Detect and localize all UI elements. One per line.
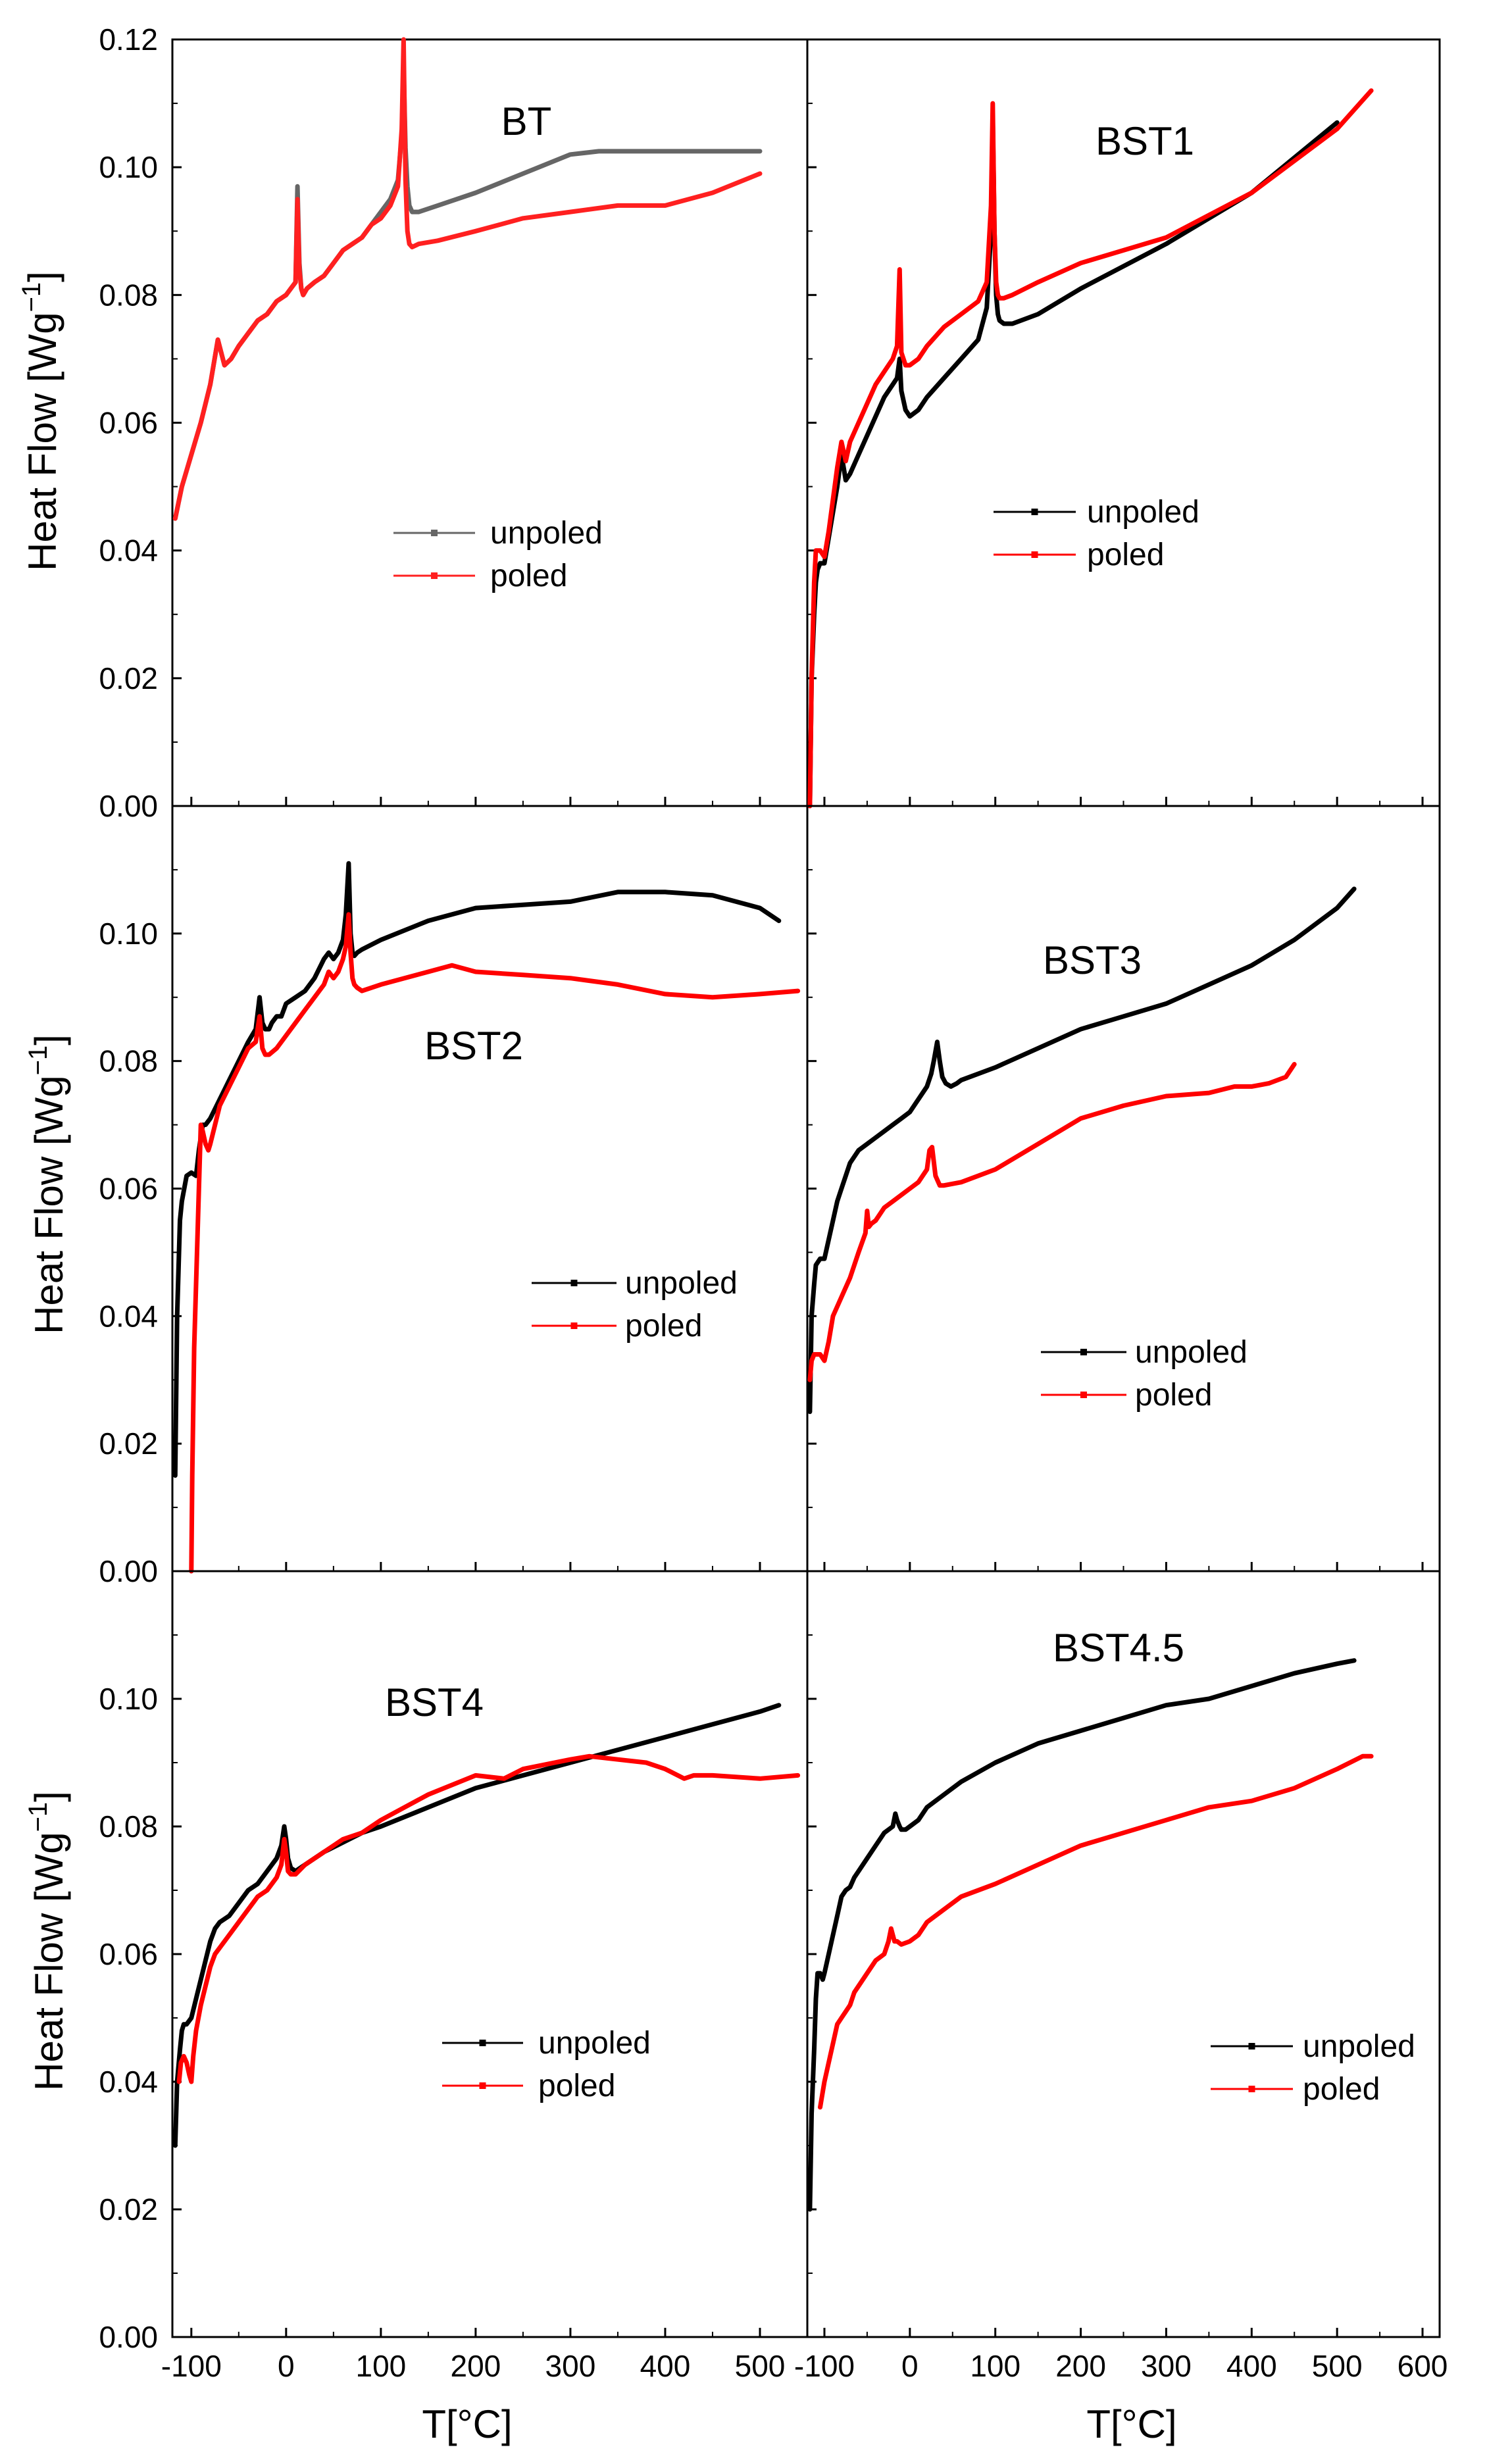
x-tick-label: -100 [161, 2349, 222, 2383]
legend-marker-poled [1031, 551, 1038, 558]
y-tick-label: 0.12 [99, 22, 158, 57]
legend-label-poled: poled [490, 559, 567, 593]
legend-label-poled: poled [625, 1309, 702, 1344]
legend-marker-unpoled [1080, 1349, 1087, 1355]
legend-marker-poled [431, 572, 438, 579]
y-axis-title-top: Heat Flow [Wg−1] [17, 271, 64, 571]
y-tick-label: 0.06 [99, 1172, 158, 1206]
legend-label-poled: poled [1303, 2072, 1380, 2107]
legend-label-unpoled: unpoled [1087, 495, 1199, 530]
legend-marker-unpoled [431, 530, 438, 536]
panel-title: BST1 [1096, 119, 1194, 163]
legend-label-unpoled: unpoled [538, 2026, 651, 2061]
y-tick-label: 0.02 [99, 1426, 158, 1461]
chart-panel-1: 0.00 0.02 0.04 0.06 0.08 0.10 0.12 BT unpoled pol… [99, 22, 809, 823]
panel-title: BST2 [424, 1024, 523, 1068]
y-tick-label: 0.04 [99, 1299, 158, 1333]
panel-title: BST4 [385, 1680, 484, 1724]
x-tick-label: 200 [1055, 2349, 1106, 2383]
x-tick-label: 500 [735, 2349, 786, 2383]
x-axis-title-left: T[°C] [422, 2402, 512, 2446]
x-tick-label: 100 [355, 2349, 406, 2383]
x-tick-label: 600 [1398, 2349, 1448, 2383]
chart-panel-5: 0.00 0.02 0.04 0.06 0.08 0.10 -100 0 100 200 300 40… [99, 1570, 809, 2383]
y-tick-label: 0.08 [99, 1044, 158, 1078]
legend-label-unpoled: unpoled [1135, 1335, 1248, 1370]
y-axis-title-middle: Heat Flow [Wg−1] [24, 1034, 71, 1334]
y-tick-label: 0.08 [99, 278, 158, 312]
x-tick-label: 200 [451, 2349, 501, 2383]
legend-label-poled: poled [1087, 538, 1164, 572]
chart-panel-4: BST3 unpoled poled [806, 805, 1441, 1572]
labels-layer: Heat Flow [Wg−1] Heat Flow [Wg−1] Heat F… [17, 271, 1177, 2446]
legend-marker-poled [570, 1322, 578, 1329]
x-tick-label: 0 [278, 2349, 295, 2383]
legend-marker-unpoled [479, 2040, 486, 2046]
series-line-poled [807, 1062, 1297, 1382]
y-tick-label: 0.08 [99, 1809, 158, 1844]
panel-title: BST3 [1043, 938, 1142, 982]
y-tick-label: 0.10 [99, 1682, 158, 1716]
series-line-poled [807, 88, 1374, 809]
y-tick-label: 0.02 [99, 661, 158, 695]
x-tick-label: 100 [970, 2349, 1021, 2383]
panel-title: BT [501, 99, 552, 143]
x-tick-label: 400 [1226, 2349, 1277, 2383]
series-line-unpoled [807, 1658, 1357, 2212]
legend-label-unpoled: unpoled [490, 516, 603, 551]
legend-label-unpoled: unpoled [1303, 2029, 1415, 2064]
series-line-unpoled [807, 886, 1357, 1415]
legend-label-poled: poled [538, 2069, 615, 2103]
x-axis-title-right: T[°C] [1086, 2402, 1176, 2446]
x-tick-label: -100 [794, 2349, 855, 2383]
series-line-poled [176, 1753, 801, 2084]
y-tick-label: 0.10 [99, 150, 158, 184]
legend-marker-poled [1248, 2086, 1255, 2092]
y-tick-label: 0.10 [99, 917, 158, 951]
series-line-poled [189, 912, 801, 1574]
series-line-poled [172, 37, 763, 521]
series-line-poled [818, 1753, 1374, 2110]
panel-title: BST4.5 [1053, 1626, 1184, 1670]
legend-label-unpoled: unpoled [625, 1266, 738, 1301]
y-tick-label: 0.04 [99, 2065, 158, 2099]
y-tick-label: 0.04 [99, 534, 158, 568]
x-tick-label: 400 [640, 2349, 691, 2383]
x-tick-label: 0 [901, 2349, 919, 2383]
legend-marker-unpoled [1031, 509, 1038, 515]
legend-marker-unpoled [570, 1280, 578, 1286]
y-tick-label: 0.00 [99, 2320, 158, 2354]
y-axis-title-bottom: Heat Flow [Wg−1] [24, 1791, 71, 2091]
chart-panel-6: -100 0 100 200 300 400 500 600 BST4.5 unpoled pole… [794, 1570, 1448, 2383]
chart-panel-3: 0.00 0.02 0.04 0.06 0.08 0.10 BST2 unpoled poled [99, 805, 809, 1588]
legend-marker-poled [1080, 1392, 1087, 1398]
legend-marker-poled [479, 2082, 486, 2089]
x-tick-label: 500 [1312, 2349, 1363, 2383]
legend-marker-unpoled [1248, 2043, 1255, 2049]
y-tick-label: 0.00 [99, 789, 158, 823]
y-tick-label: 0.06 [99, 1937, 158, 1971]
y-tick-label: 0.06 [99, 406, 158, 440]
panels-layer: 0.00 0.02 0.04 0.06 0.08 0.10 0.12 BT unpoled pol… [99, 22, 1448, 2383]
y-tick-label: 0.02 [99, 2192, 158, 2226]
x-tick-label: 300 [545, 2349, 596, 2383]
x-tick-label: 300 [1141, 2349, 1192, 2383]
y-tick-label: 0.00 [99, 1554, 158, 1588]
legend-label-poled: poled [1135, 1378, 1212, 1413]
